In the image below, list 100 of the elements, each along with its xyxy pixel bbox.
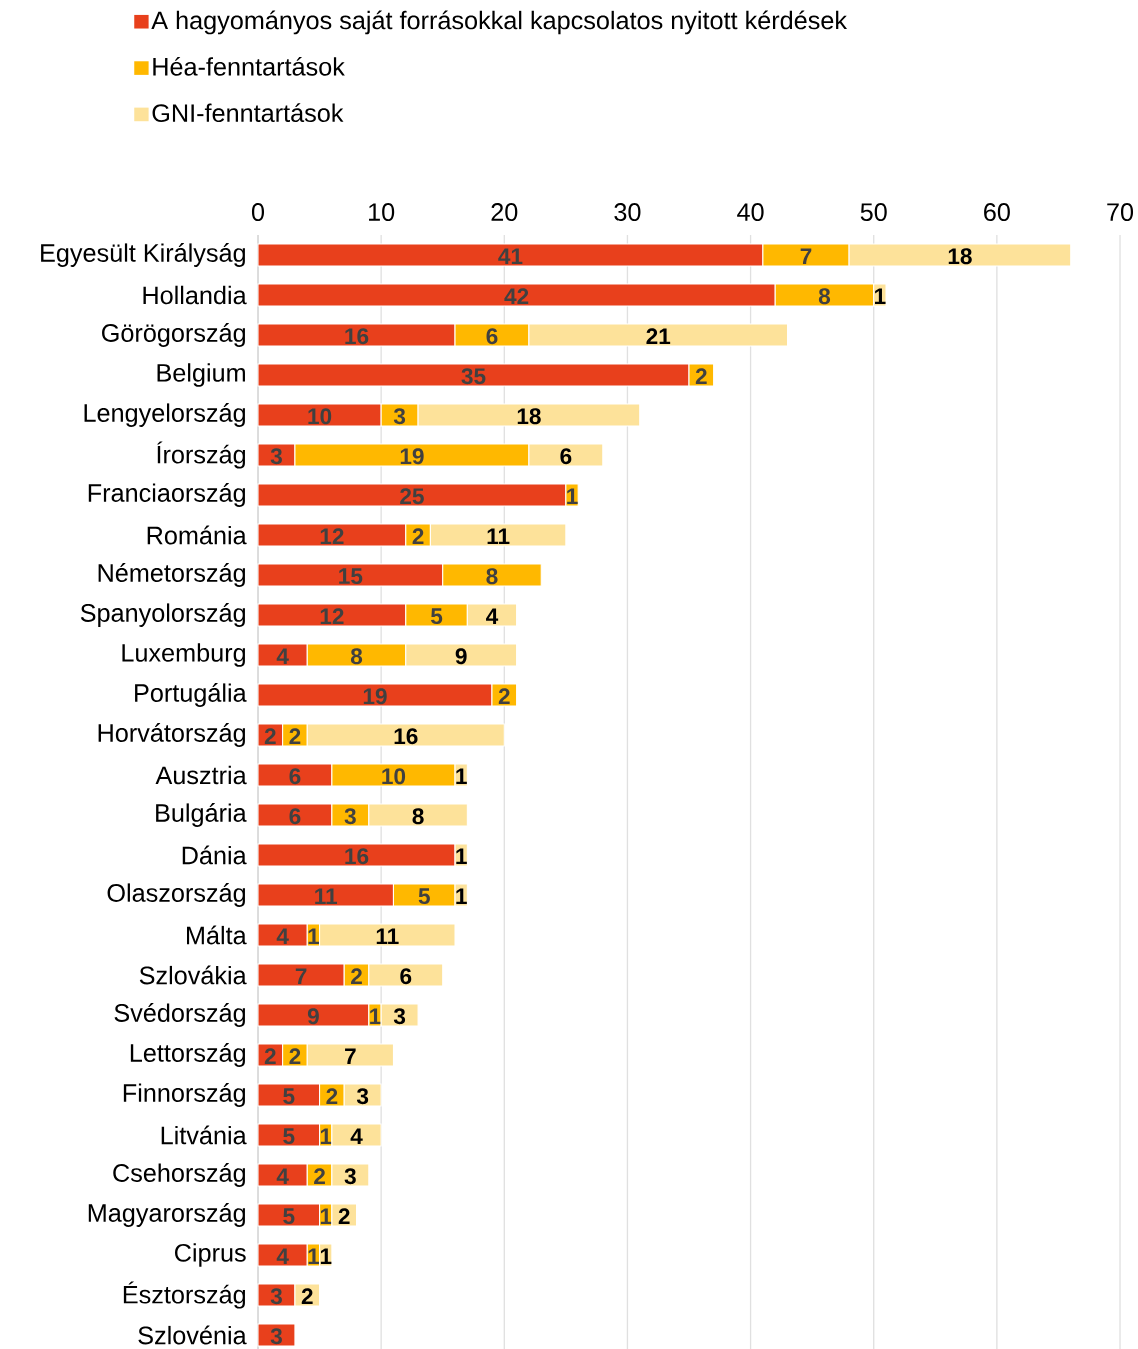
y-tick-label: Románia (147, 525, 247, 545)
data-label: 3 (393, 1008, 406, 1025)
data-label: 12 (320, 608, 344, 625)
y-tick-label: Dánia (182, 845, 247, 865)
data-label: 1 (456, 888, 467, 904)
data-label: 9 (455, 648, 467, 665)
legend-label: A hagyományos saját forrásokkal kapcsolatos nyitott kérdések (151, 10, 848, 35)
x-tick-label: 0 (251, 203, 265, 221)
x-tick-label: 60 (984, 203, 1010, 221)
y-tick-label: Szlovákia (139, 965, 247, 985)
data-label: 3 (393, 408, 406, 425)
y-tick-label: Franciaország (88, 483, 245, 507)
data-label: 5 (418, 888, 430, 905)
data-label: 4 (276, 928, 289, 944)
y-tick-label: Horvátország (98, 723, 245, 747)
y-tick-label: Spanyolország (80, 603, 245, 627)
y-tick-label: Németország (98, 563, 245, 587)
data-label: 1 (308, 1248, 320, 1264)
y-tick-label: Görögország (102, 323, 245, 347)
data-label: 3 (270, 1288, 282, 1305)
legend-label: GNI-fenntartások (152, 103, 344, 123)
data-label: 16 (345, 848, 369, 865)
data-label: 4 (276, 1168, 289, 1184)
data-label: 21 (646, 328, 671, 345)
x-tick-label: 70 (1107, 203, 1134, 221)
data-label: 35 (461, 368, 486, 385)
x-tick-label: 30 (614, 203, 641, 221)
bar (257, 1323, 296, 1347)
data-label: 3 (356, 1088, 369, 1105)
y-tick-label: Bulgária (156, 803, 247, 827)
data-label: 8 (350, 648, 363, 665)
data-label: 16 (394, 728, 418, 745)
data-label: 8 (486, 568, 498, 585)
data-label: 18 (517, 408, 541, 425)
data-label: 12 (320, 528, 344, 545)
data-label: 19 (363, 688, 387, 705)
y-tick-label: Finnország (123, 1083, 245, 1107)
data-label: 6 (400, 968, 412, 985)
data-label: 1 (456, 768, 467, 784)
data-label: 4 (350, 1128, 363, 1144)
y-tick-label: Belgium (157, 363, 245, 387)
y-tick-label: Málta (187, 925, 247, 945)
data-label: 2 (326, 1088, 338, 1105)
data-label: 11 (315, 888, 338, 904)
y-tick-label: Hollandia (143, 285, 247, 305)
data-label: 15 (339, 568, 363, 585)
data-label: 8 (818, 288, 831, 305)
y-tick-label: Svédország (114, 1003, 245, 1027)
y-tick-label: Ausztria (155, 765, 247, 785)
data-label: 7 (345, 1048, 356, 1064)
y-tick-label: Olaszország (107, 883, 245, 907)
data-label: 2 (264, 1048, 276, 1065)
data-label: 10 (308, 408, 332, 425)
data-label: 2 (264, 728, 276, 745)
data-label: 2 (289, 1048, 301, 1065)
data-label: 5 (283, 1128, 295, 1145)
data-label: 4 (276, 648, 289, 664)
data-label: 18 (948, 248, 972, 265)
data-label: 7 (295, 968, 307, 984)
y-tick-label: Luxemburg (122, 643, 245, 667)
data-label: 1 (567, 488, 578, 504)
data-label: 42 (504, 288, 529, 305)
data-label: 6 (560, 448, 572, 465)
data-label: 3 (270, 448, 282, 465)
y-tick-label: Lettország (130, 1043, 246, 1067)
data-label: 4 (486, 608, 499, 624)
legend-label: Héa-fenntartások (153, 56, 345, 76)
data-label: 19 (400, 448, 424, 465)
data-label: 4 (276, 1248, 289, 1264)
y-tick-label: Szlovénia (138, 1325, 247, 1345)
y-tick-label: Portugália (135, 683, 247, 707)
data-label: 2 (412, 528, 424, 545)
x-tick-label: 50 (860, 203, 887, 221)
y-tick-label: Észtország (123, 1281, 246, 1309)
y-tick-label: Magyarország (88, 1203, 245, 1227)
data-label: 11 (376, 928, 399, 944)
data-label: 5 (430, 608, 443, 625)
data-label: 1 (875, 288, 886, 304)
data-label: 1 (320, 1248, 332, 1264)
data-label: 16 (345, 328, 369, 345)
data-label: 2 (314, 1168, 325, 1185)
y-tick-label: Csehország (113, 1163, 245, 1187)
y-tick-label: Litvánia (161, 1125, 247, 1145)
data-label: 41 (498, 248, 523, 264)
data-label: 2 (301, 1288, 313, 1305)
data-label: 6 (289, 768, 301, 785)
data-label: 2 (338, 1208, 350, 1225)
data-label: 2 (351, 968, 362, 985)
data-label: 25 (400, 488, 424, 505)
data-label: 5 (283, 1208, 295, 1225)
data-label: 8 (412, 808, 424, 825)
data-label: 6 (289, 808, 301, 825)
data-label: 2 (498, 688, 510, 705)
data-label: 3 (344, 808, 356, 825)
data-label: 1 (456, 848, 467, 864)
y-tick-label: Egyesült Királyság (41, 243, 245, 267)
y-tick-label: Lengyelország (84, 403, 245, 427)
data-label: 11 (487, 528, 510, 544)
data-label: 3 (344, 1168, 356, 1185)
data-label: 9 (307, 1008, 319, 1025)
